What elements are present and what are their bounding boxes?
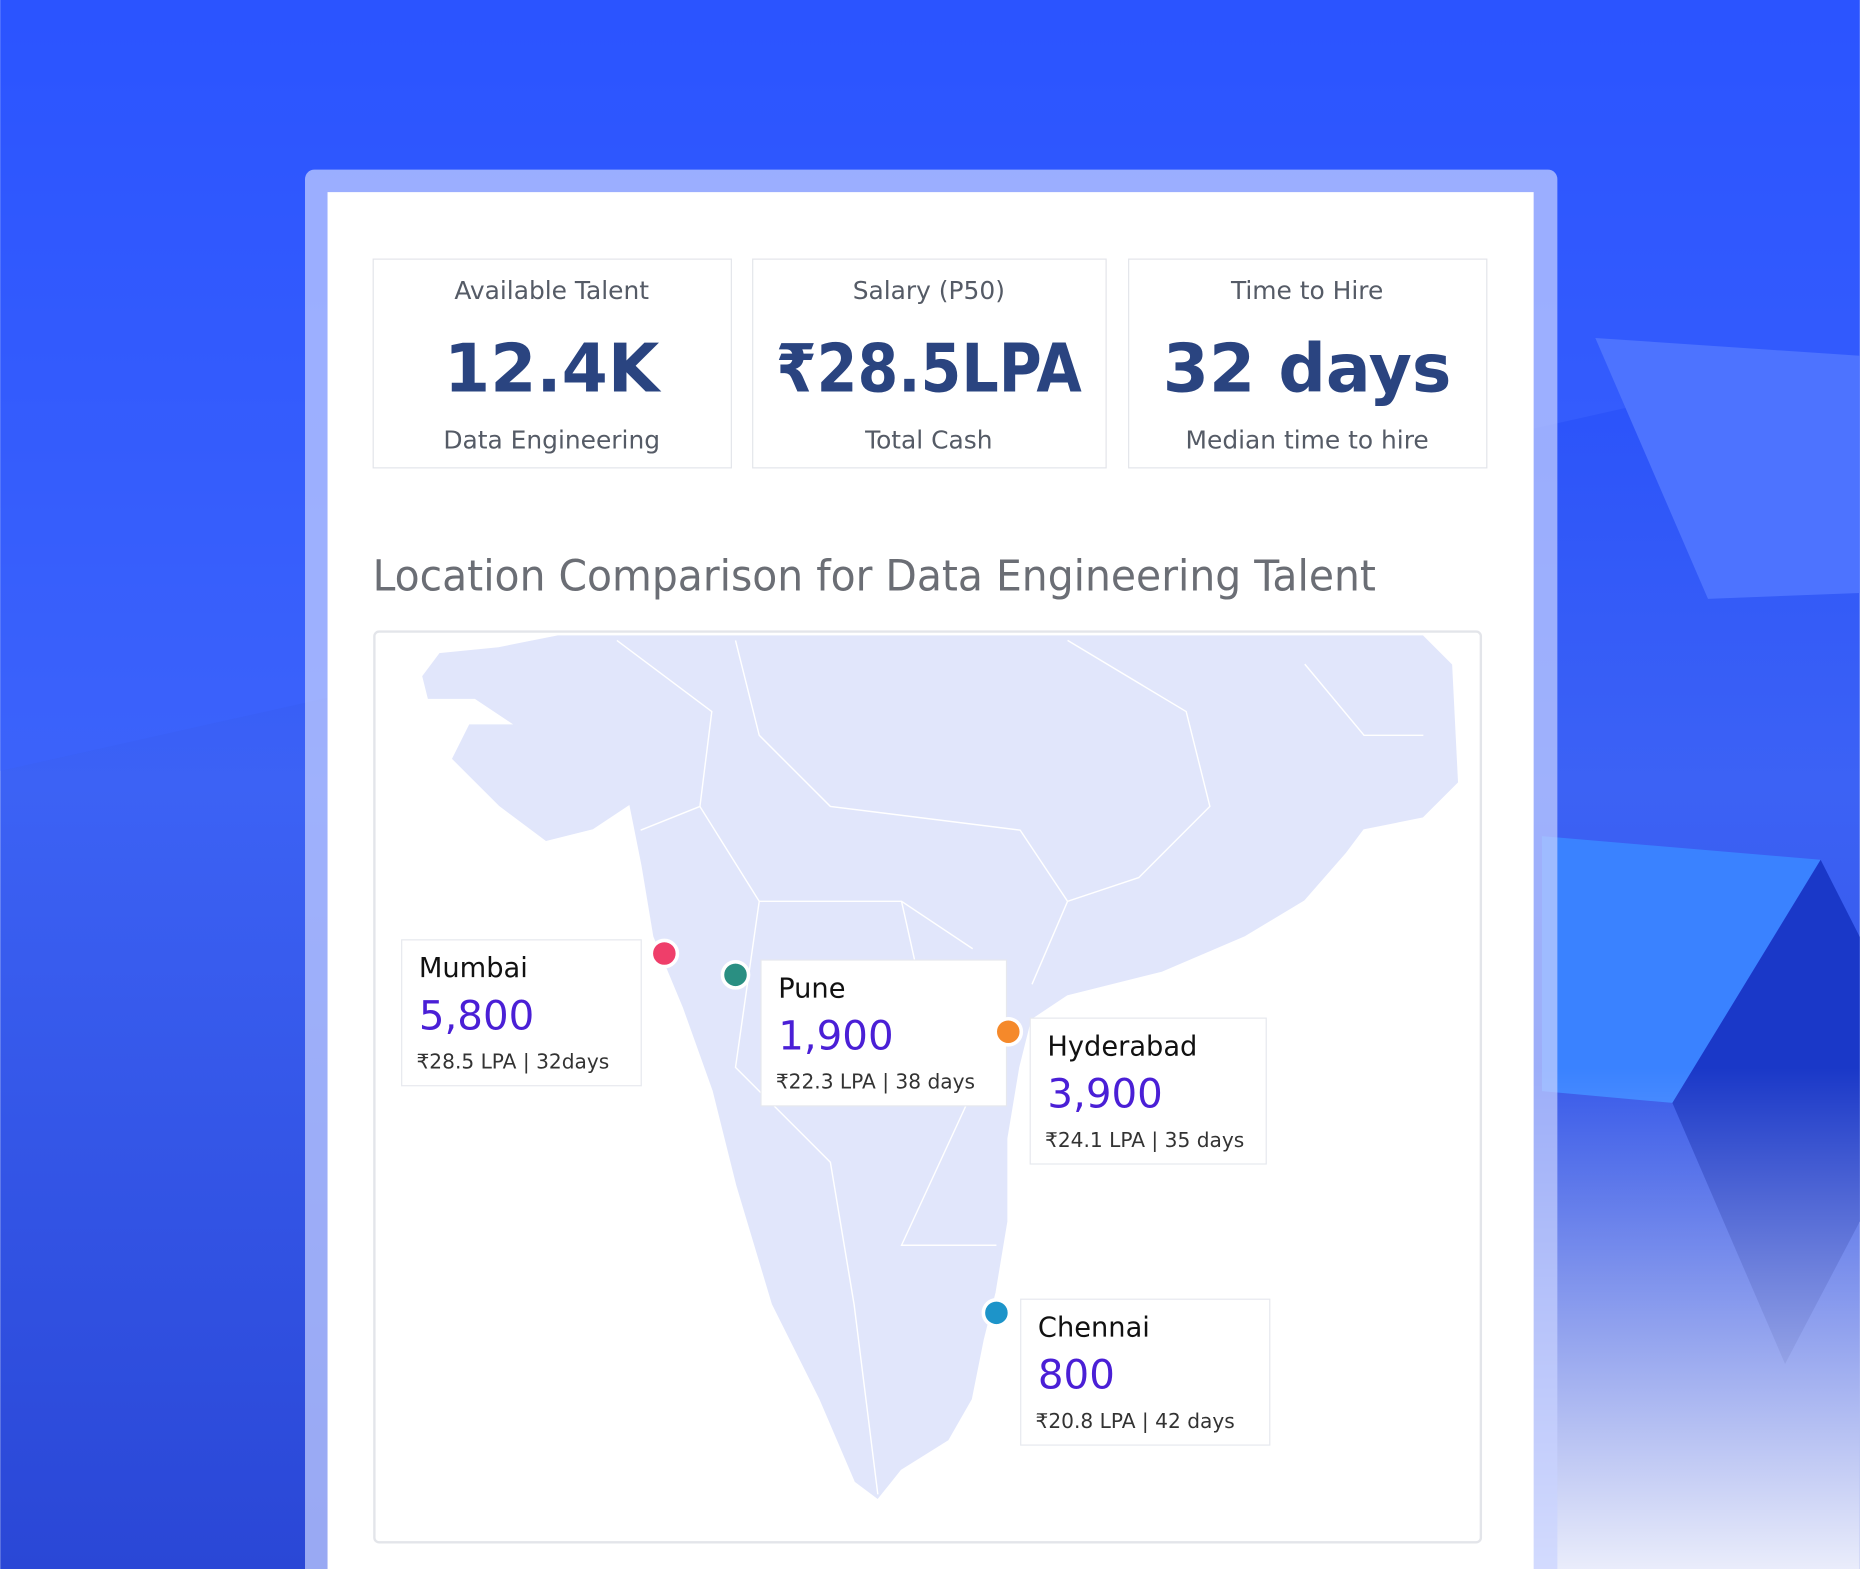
stat-card: Time to Hire 32 days Median time to hire bbox=[1128, 258, 1488, 469]
location-count: 3,900 bbox=[1047, 1071, 1162, 1118]
location-card: Pune 1,900 ₹22.3 LPA | 38 days bbox=[760, 959, 1008, 1107]
location-detail: ₹28.5 LPA | 32days bbox=[416, 1050, 609, 1074]
location-card: Chennai 800 ₹20.8 LPA | 42 days bbox=[1020, 1298, 1271, 1446]
stat-value: 12.4K bbox=[444, 329, 662, 407]
location-count: 800 bbox=[1038, 1352, 1115, 1399]
stat-box bbox=[752, 258, 1107, 469]
stat-box bbox=[1128, 258, 1488, 469]
stat-label: Time to Hire bbox=[1230, 276, 1383, 305]
stat-sub: Data Engineering bbox=[443, 425, 660, 454]
location-detail: ₹24.1 LPA | 35 days bbox=[1045, 1128, 1244, 1152]
location-card: Hyderabad 3,900 ₹24.1 LPA | 35 days bbox=[1029, 1017, 1267, 1165]
location-card: Mumbai 5,800 ₹28.5 LPA | 32days bbox=[401, 939, 642, 1087]
location-name: Chennai bbox=[1038, 1313, 1150, 1344]
stat-sub: Total Cash bbox=[864, 425, 992, 454]
location-box bbox=[1029, 1017, 1267, 1165]
stat-box bbox=[372, 258, 732, 469]
location-box bbox=[760, 959, 1008, 1107]
stat-label: Available Talent bbox=[454, 276, 649, 305]
map-title: Location Comparison for Data Engineering… bbox=[373, 552, 1376, 602]
stat-value: 32 days bbox=[1163, 329, 1452, 407]
bg-shape bbox=[1541, 836, 1821, 1103]
location-detail: ₹20.8 LPA | 42 days bbox=[1036, 1409, 1235, 1433]
stat-sub: Median time to hire bbox=[1186, 425, 1429, 454]
location-count: 1,900 bbox=[778, 1013, 893, 1060]
stat-label: Salary (P50) bbox=[853, 276, 1005, 305]
location-pin bbox=[649, 938, 680, 969]
location-pin bbox=[720, 960, 751, 990]
location-detail: ₹22.3 LPA | 38 days bbox=[776, 1070, 975, 1094]
location-count: 5,800 bbox=[419, 992, 534, 1039]
location-pin bbox=[981, 1298, 1012, 1328]
location-name: Mumbai bbox=[419, 953, 528, 984]
location-name: Pune bbox=[778, 973, 845, 1004]
stat-card: Available Talent 12.4K Data Engineering bbox=[372, 258, 732, 469]
stat-value: ₹28.5LPA bbox=[776, 329, 1082, 407]
location-name: Hyderabad bbox=[1047, 1031, 1197, 1062]
bg-shape bbox=[1595, 337, 1860, 599]
location-box bbox=[1020, 1298, 1271, 1446]
stat-card: Salary (P50) ₹28.5LPA Total Cash bbox=[752, 258, 1107, 469]
location-pin bbox=[993, 1016, 1024, 1047]
location-box bbox=[401, 939, 642, 1087]
